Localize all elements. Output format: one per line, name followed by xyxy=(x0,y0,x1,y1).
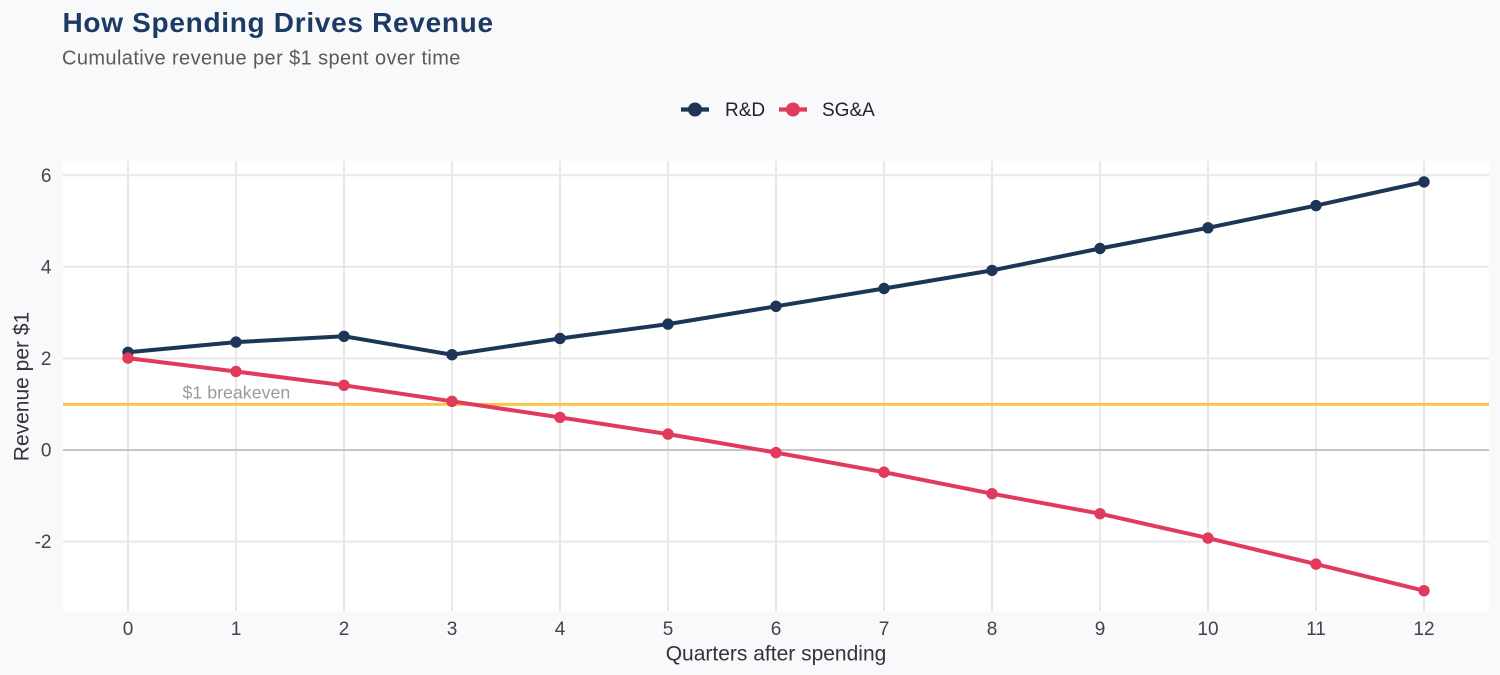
svg-text:0: 0 xyxy=(123,619,134,640)
svg-text:0: 0 xyxy=(41,441,52,462)
svg-text:4: 4 xyxy=(41,258,52,279)
svg-text:8: 8 xyxy=(987,619,998,640)
svg-text:1: 1 xyxy=(231,619,242,640)
svg-text:Quarters after spending: Quarters after spending xyxy=(666,643,887,666)
svg-text:9: 9 xyxy=(1095,619,1106,640)
svg-text:$1 breakeven: $1 breakeven xyxy=(183,383,291,403)
svg-text:12: 12 xyxy=(1413,619,1434,640)
svg-text:2: 2 xyxy=(41,349,52,370)
svg-text:Revenue per $1: Revenue per $1 xyxy=(11,312,34,461)
svg-text:10: 10 xyxy=(1197,619,1218,640)
svg-text:7: 7 xyxy=(879,619,890,640)
svg-text:11: 11 xyxy=(1306,619,1326,640)
svg-text:R&D: R&D xyxy=(725,100,765,121)
svg-text:How Spending Drives Revenue: How Spending Drives Revenue xyxy=(63,7,494,38)
svg-text:SG&A: SG&A xyxy=(822,100,875,121)
svg-text:4: 4 xyxy=(555,619,566,640)
svg-text:2: 2 xyxy=(339,619,350,640)
svg-text:-2: -2 xyxy=(35,532,52,553)
svg-text:6: 6 xyxy=(771,619,782,640)
svg-text:5: 5 xyxy=(663,619,674,640)
svg-text:Cumulative revenue per $1 spen: Cumulative revenue per $1 spent over tim… xyxy=(62,48,461,70)
svg-text:3: 3 xyxy=(447,619,458,640)
svg-text:6: 6 xyxy=(41,166,52,187)
